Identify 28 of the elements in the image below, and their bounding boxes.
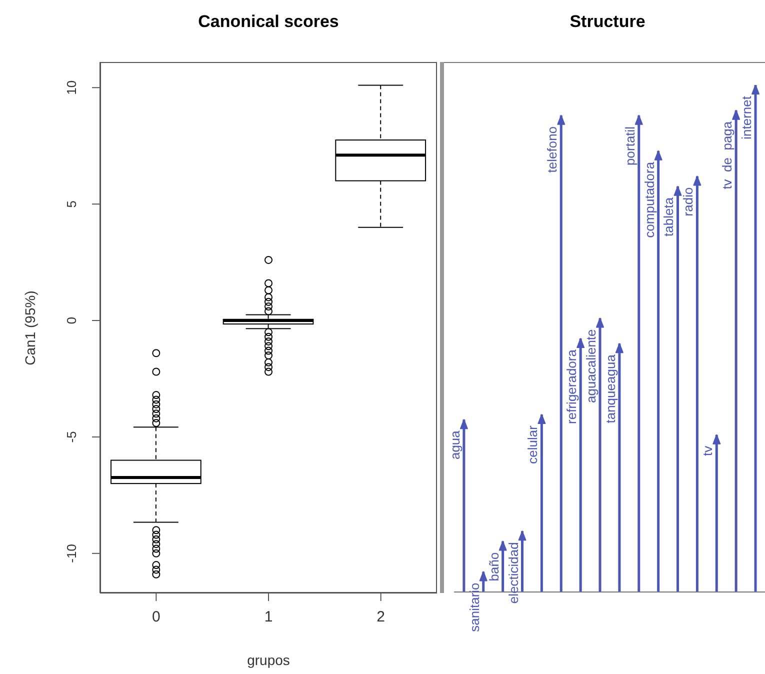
x-tick-label: radio [680, 187, 696, 216]
x-tick-label: refrigeradora [564, 348, 580, 424]
y-tick-label: -5 [64, 431, 79, 443]
x-tick-label: tv [700, 445, 716, 456]
chart-title: Canonical scores [197, 12, 340, 32]
x-tick-label: agua [447, 430, 462, 460]
y-tick-label: 0 [64, 316, 79, 324]
x-tick-label: tableta [661, 196, 676, 236]
x-tick-label: 2 [376, 608, 386, 626]
x-tick-label: 1 [264, 608, 273, 626]
y-tick-label: -10 [64, 544, 79, 563]
y-tick-label: 5 [64, 200, 79, 208]
x-tick-label: sanitario [466, 582, 482, 632]
x-tick-label: computadora [642, 161, 657, 238]
y-axis-title: Can1 (95%) [22, 290, 38, 365]
x-tick-label: celular [525, 424, 540, 464]
x-tick-label: aguacaliente [584, 329, 599, 403]
y-tick-label: 10 [64, 80, 79, 95]
x-tick-label: baño [486, 552, 502, 582]
x-tick-label: portatil [622, 126, 638, 166]
x-tick-label: internet [739, 96, 754, 140]
x-tick-label: tanqueagua [602, 354, 618, 424]
x-tick-label: electicidad [506, 542, 521, 604]
x-tick-label: telefono [544, 126, 560, 173]
x-axis-title: grupos [246, 652, 291, 668]
x-tick-label: 0 [152, 608, 160, 626]
chart-title: Structure [568, 12, 646, 32]
x-tick-label: tv de paga [720, 120, 735, 190]
